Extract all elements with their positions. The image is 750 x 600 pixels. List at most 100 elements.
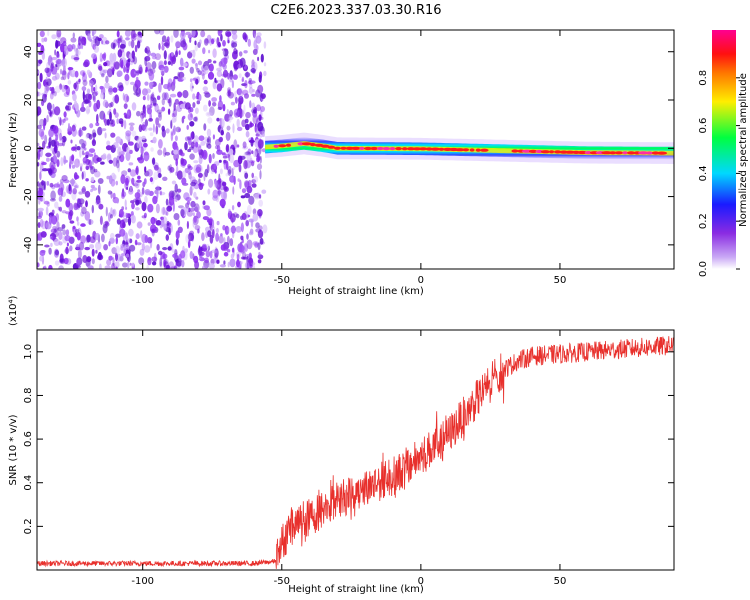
noise-blob <box>100 161 105 165</box>
noise-blob <box>45 77 49 83</box>
noise-blob <box>162 176 168 181</box>
noise-blob <box>166 211 169 216</box>
noise-blob <box>240 222 244 233</box>
noise-blob <box>182 90 189 99</box>
noise-blob <box>74 158 80 168</box>
noise-blob <box>152 136 157 144</box>
noise-blob <box>118 37 122 41</box>
noise-blob <box>160 67 166 75</box>
noise-blob <box>51 109 56 115</box>
noise-blob <box>216 259 220 264</box>
noise-blob <box>86 108 91 114</box>
noise-blob <box>54 201 59 209</box>
noise-blob <box>117 146 122 157</box>
noise-blob <box>93 93 96 103</box>
noise-blob <box>56 58 63 67</box>
noise-blob <box>41 220 47 230</box>
noise-blob <box>129 81 135 85</box>
noise-blob <box>70 139 73 144</box>
noise-blob <box>71 127 77 137</box>
noise-blob <box>220 118 225 129</box>
noise-blob <box>257 229 264 239</box>
noise-blob <box>143 142 148 148</box>
noise-blob <box>88 218 92 226</box>
noise-blob <box>158 112 163 122</box>
noise-blob <box>58 116 61 120</box>
noise-blob <box>156 95 161 101</box>
noise-blob <box>155 220 162 226</box>
noise-blob <box>44 84 49 94</box>
noise-blob <box>58 231 63 240</box>
noise-blob <box>114 94 120 104</box>
noise-blob <box>144 245 151 253</box>
spectrogram-panel: -100 -50 0 50 -40 -20 0 20 40 Height of straigh… <box>8 29 675 297</box>
trace-core-dash <box>584 151 592 155</box>
noise-blob <box>244 93 249 99</box>
noise-blob <box>248 86 254 95</box>
noise-blob <box>88 148 96 154</box>
noise-blob <box>210 169 214 175</box>
noise-blob <box>192 212 195 217</box>
noise-blob <box>90 165 93 169</box>
noise-blob <box>166 36 170 42</box>
noise-blob <box>125 37 130 41</box>
noise-blob <box>76 257 81 268</box>
noise-blob <box>206 138 210 143</box>
noise-blob <box>158 139 163 149</box>
noise-blob <box>206 208 212 217</box>
noise-blob <box>118 87 124 92</box>
noise-blob <box>101 128 107 132</box>
noise-blob <box>166 205 173 212</box>
noise-blob <box>127 168 131 173</box>
noise-blob <box>87 265 94 269</box>
noise-blob <box>238 51 243 57</box>
noise-blob <box>123 244 131 251</box>
noise-blob <box>173 149 179 155</box>
noise-blob <box>64 235 71 242</box>
noise-blob <box>93 87 96 92</box>
noise-blob <box>237 201 241 208</box>
noise-blob <box>161 106 166 112</box>
noise-blob <box>117 49 123 58</box>
noise-blob <box>96 157 102 163</box>
noise-blob <box>61 175 68 182</box>
noise-blob <box>38 187 44 197</box>
noise-blob <box>112 209 115 215</box>
noise-blob <box>80 36 87 46</box>
noise-blob <box>246 154 252 162</box>
noise-blob <box>155 186 162 191</box>
noise-blob <box>87 33 91 41</box>
noise-blob <box>203 205 210 211</box>
noise-blob <box>171 180 177 185</box>
noise-blob <box>227 169 232 176</box>
noise-blob <box>236 118 240 128</box>
noise-blob <box>69 210 74 217</box>
noise-blob <box>151 56 157 60</box>
noise-blob <box>189 230 195 236</box>
trace-core-dash <box>430 147 441 151</box>
noise-blob <box>118 208 124 218</box>
noise-blob <box>111 262 116 269</box>
noise-blob <box>231 30 237 35</box>
noise-blob <box>105 206 108 217</box>
noise-blob <box>233 108 240 118</box>
noise-blob <box>146 237 153 244</box>
trace-core-dash <box>418 147 428 151</box>
noise-blob <box>257 56 260 62</box>
x-tick-label: 0 <box>418 275 424 286</box>
noise-blob <box>141 135 146 140</box>
trace-core-dash <box>462 148 470 152</box>
noise-blob <box>187 136 192 141</box>
noise-blob <box>219 264 226 268</box>
noise-blob <box>126 261 130 269</box>
noise-blob <box>91 39 96 48</box>
noise-blob <box>238 163 242 173</box>
noise-blob <box>53 106 61 116</box>
trace-core-dash <box>540 150 551 154</box>
noise-blob <box>130 214 136 224</box>
noise-blob <box>156 244 160 251</box>
noise-blob <box>141 124 146 131</box>
noise-blob <box>208 100 212 107</box>
noise-blob <box>196 211 201 219</box>
noise-blob <box>125 232 128 242</box>
